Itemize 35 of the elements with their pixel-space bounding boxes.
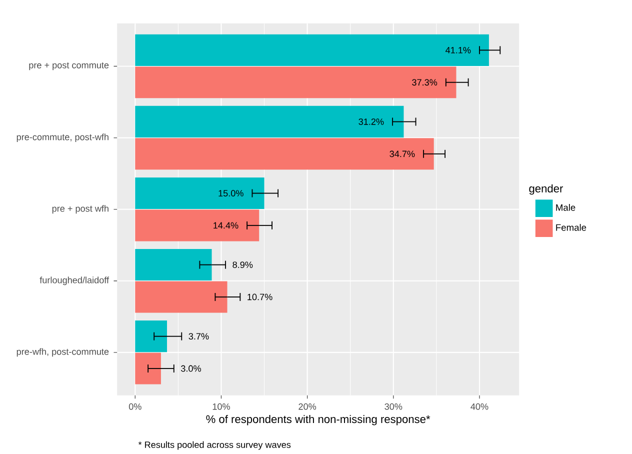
data-label: 8.9% <box>232 262 253 268</box>
legend-label: Male <box>556 204 576 211</box>
y-tick-label: pre + post wfh <box>52 205 108 214</box>
bar <box>135 320 167 352</box>
data-label: 14.4% <box>214 222 238 229</box>
bar <box>135 66 456 98</box>
bar <box>135 281 228 313</box>
bar <box>135 210 260 242</box>
x-axis-title: % of respondents with non-missing response* <box>206 414 430 426</box>
legend-label: Female <box>556 224 586 231</box>
data-label: 34.7% <box>390 150 415 158</box>
data-label: 10.7% <box>248 294 272 300</box>
x-tick-label: 30% <box>384 403 402 410</box>
bar <box>135 249 212 281</box>
bar <box>135 34 489 66</box>
text: * Results pooled across survey waves <box>138 441 291 450</box>
bar <box>135 106 404 138</box>
bar <box>135 352 161 384</box>
data-label: 15.0% <box>218 190 244 196</box>
x-tick-label: 20% <box>298 403 316 410</box>
x-tick-label: 40% <box>470 403 488 410</box>
bar <box>135 177 264 210</box>
y-tick-label: pre-commute, post-wfh <box>16 134 108 142</box>
x-tick-label: 10% <box>212 403 230 410</box>
data-label: 41.1% <box>445 46 471 54</box>
bar <box>135 138 434 170</box>
x-tick-label: 0% <box>128 403 142 410</box>
legend-title: gender <box>529 184 563 195</box>
y-tick-label: pre + post commute <box>29 62 109 70</box>
data-label: 31.2% <box>358 118 384 125</box>
data-label: 3.0% <box>181 365 201 372</box>
y-tick-label: pre-wfh, post-commute <box>16 348 109 357</box>
data-label: 37.3% <box>412 79 438 86</box>
data-label: 3.7% <box>188 333 209 340</box>
y-tick-label: furloughed/laidoff <box>40 276 110 286</box>
